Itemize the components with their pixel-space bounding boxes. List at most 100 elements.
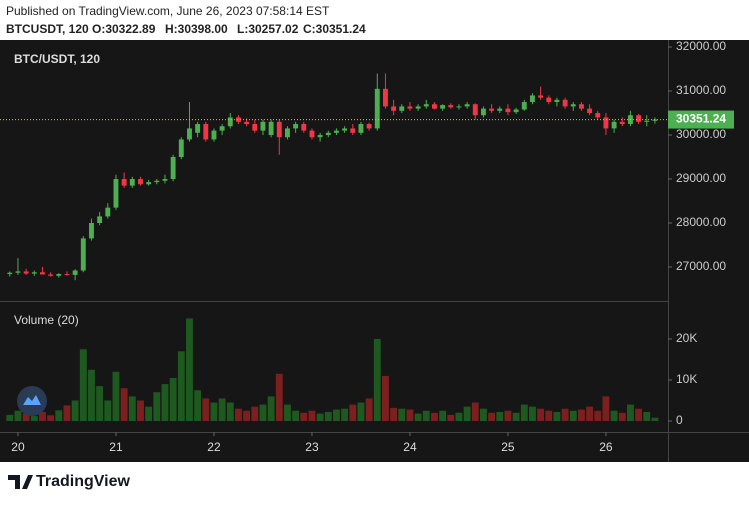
volume-bar bbox=[635, 408, 643, 421]
candle-body bbox=[97, 216, 103, 224]
volume-bar bbox=[300, 412, 308, 421]
volume-bar bbox=[406, 409, 414, 421]
last-price-label: 30351.24 bbox=[676, 112, 726, 126]
y-tick-label: 30000.00 bbox=[676, 127, 726, 141]
volume-bar bbox=[586, 406, 594, 421]
candle-body bbox=[268, 121, 274, 136]
volume-bar bbox=[373, 338, 381, 421]
volume-bar bbox=[643, 411, 651, 421]
volume-bar bbox=[39, 411, 46, 421]
volume-bar bbox=[390, 407, 398, 421]
volume-title: Volume (20) bbox=[14, 313, 79, 327]
candle-body bbox=[644, 120, 650, 122]
y-tick-label: 28000.00 bbox=[676, 215, 726, 229]
y2-tick-label: 0 bbox=[676, 413, 683, 427]
volume-bar bbox=[431, 412, 438, 421]
volume-bar bbox=[496, 411, 504, 421]
volume-bar bbox=[210, 402, 218, 421]
volume-bar bbox=[578, 409, 585, 421]
volume-bar bbox=[153, 392, 161, 421]
volume-bar bbox=[169, 377, 177, 421]
candle-body bbox=[562, 99, 568, 107]
candle-body bbox=[334, 130, 339, 133]
candle-body bbox=[513, 109, 519, 113]
candle-body bbox=[546, 97, 552, 103]
candle-body bbox=[195, 124, 201, 133]
candle-body bbox=[146, 182, 152, 185]
candle-body bbox=[236, 117, 241, 122]
volume-bar bbox=[145, 406, 153, 421]
volume-bar bbox=[194, 390, 202, 421]
logo-icon bbox=[23, 395, 41, 405]
volume-bar bbox=[88, 369, 95, 421]
volume-bar bbox=[627, 404, 634, 421]
candle-body bbox=[619, 121, 625, 125]
volume-bar bbox=[137, 400, 144, 421]
volume-bar bbox=[251, 406, 259, 421]
volume-bar bbox=[202, 398, 210, 421]
candle-body bbox=[529, 95, 535, 103]
candle-body bbox=[423, 104, 429, 107]
candle-body bbox=[374, 88, 380, 129]
volume-bar bbox=[341, 408, 349, 421]
candle-body bbox=[391, 106, 397, 111]
chart-title: BTC/USDT, 120 bbox=[14, 52, 100, 66]
volume-bar bbox=[439, 410, 447, 421]
candle-body bbox=[252, 124, 258, 131]
volume-bar bbox=[316, 413, 324, 421]
volume-bar bbox=[357, 402, 365, 421]
y-tick-label: 29000.00 bbox=[676, 171, 726, 185]
candle-body bbox=[260, 121, 266, 131]
volume-bar bbox=[594, 410, 602, 421]
candle-body bbox=[293, 124, 299, 129]
candle-body bbox=[178, 139, 184, 158]
candle-body bbox=[472, 104, 478, 116]
candle-body bbox=[7, 272, 13, 275]
candle-body bbox=[203, 124, 209, 140]
volume-bar bbox=[480, 408, 487, 421]
volume-bar bbox=[55, 410, 63, 421]
volume-bar bbox=[471, 402, 479, 421]
x-tick-label: 20 bbox=[11, 440, 25, 454]
open-text: O:30322.89 bbox=[92, 22, 156, 36]
volume-bar bbox=[324, 411, 332, 421]
volume-bar bbox=[308, 410, 316, 421]
volume-bar bbox=[382, 375, 389, 421]
volume-bar bbox=[243, 410, 251, 421]
candle-body bbox=[358, 124, 364, 133]
volume-bar bbox=[651, 417, 659, 421]
candle-body bbox=[219, 126, 225, 131]
volume-bar bbox=[235, 408, 242, 421]
candle-body bbox=[317, 135, 323, 138]
candle-body bbox=[162, 179, 168, 181]
volume-bar bbox=[398, 408, 406, 421]
x-tick-label: 26 bbox=[599, 440, 613, 454]
candle-body bbox=[138, 179, 143, 185]
brand-icon bbox=[8, 475, 33, 489]
candle-body bbox=[89, 223, 94, 239]
volume-bar bbox=[414, 413, 422, 421]
volume-bar bbox=[120, 388, 128, 421]
x-tick-label: 25 bbox=[501, 440, 515, 454]
candle-body bbox=[578, 104, 584, 109]
y-tick-label: 27000.00 bbox=[676, 259, 726, 273]
volume-bar bbox=[128, 396, 136, 421]
volume-bar bbox=[14, 410, 22, 421]
volume-bar bbox=[284, 404, 291, 421]
x-tick-label: 24 bbox=[403, 440, 417, 454]
volume-bar bbox=[447, 414, 455, 421]
candle-body bbox=[382, 88, 388, 107]
volume-bar bbox=[618, 412, 626, 421]
candle-body bbox=[40, 272, 45, 275]
volume-bar bbox=[333, 409, 340, 421]
candle-body bbox=[505, 108, 511, 113]
candle-body bbox=[595, 113, 601, 118]
volume-bar bbox=[553, 411, 561, 421]
candle-body bbox=[366, 124, 372, 129]
volume-bar bbox=[267, 396, 275, 421]
candle-body bbox=[325, 132, 331, 136]
y2-tick-label: 20K bbox=[676, 331, 697, 345]
candle-body bbox=[521, 102, 527, 110]
x-tick-label: 21 bbox=[109, 440, 123, 454]
volume-bar bbox=[79, 349, 87, 421]
